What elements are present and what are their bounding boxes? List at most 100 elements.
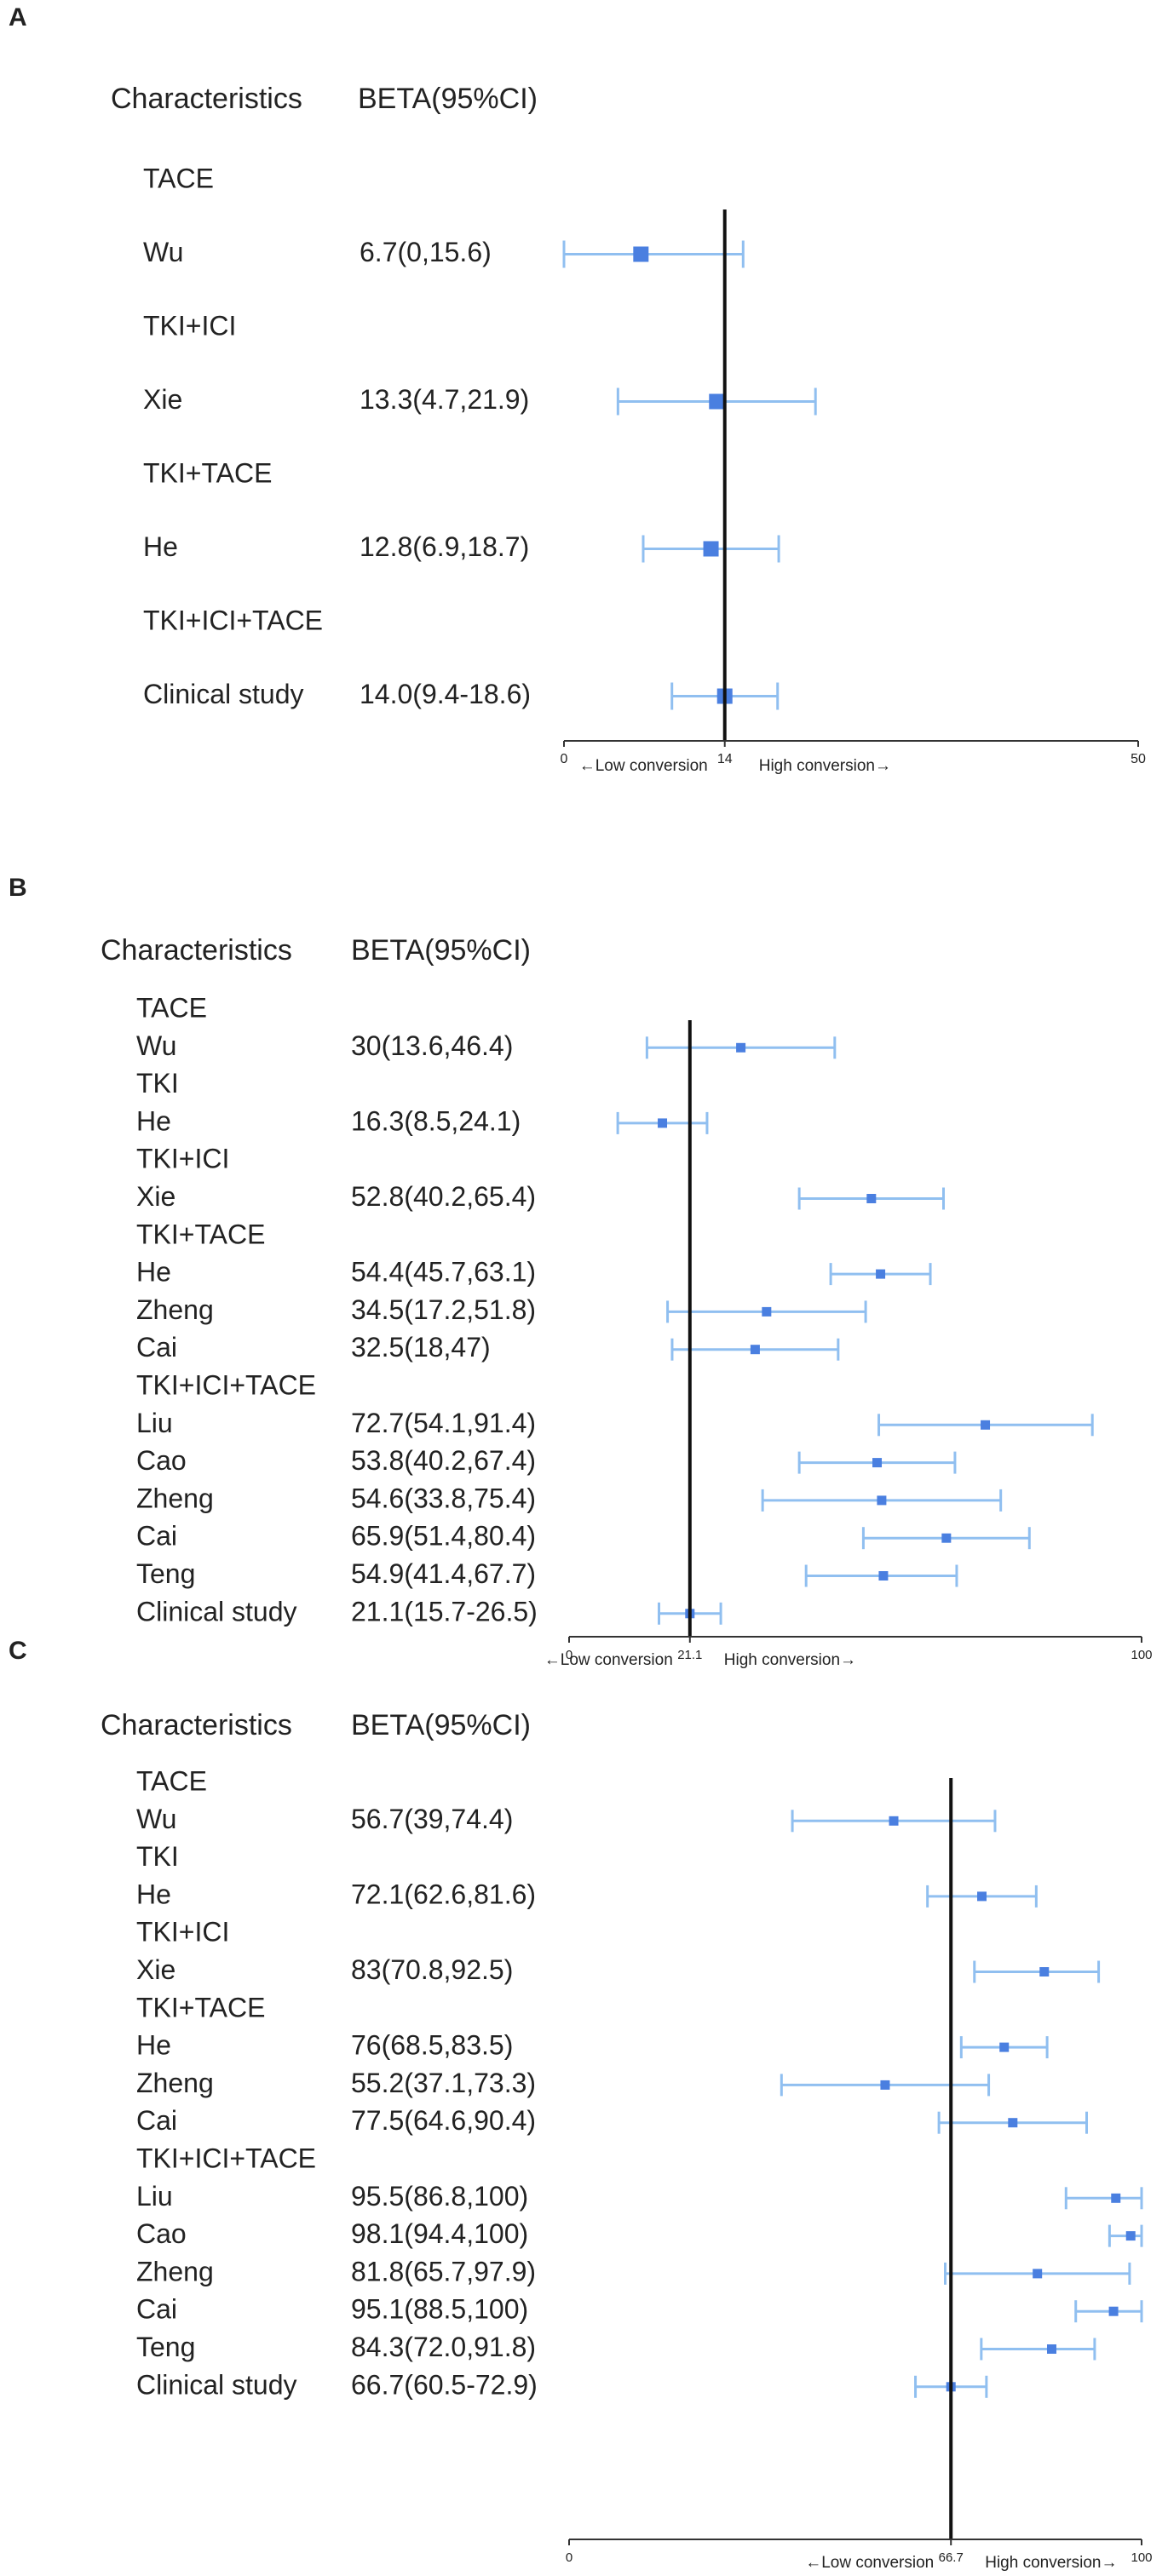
panel-c-xlabel-low: ←Low conversion: [805, 2554, 934, 2572]
panel-c-header-characteristics: Characteristics: [101, 1709, 292, 1741]
panel-c-study-label: Teng: [136, 2332, 195, 2362]
panel-c-point-marker: [1125, 2231, 1136, 2241]
panel-a-point-marker: [703, 541, 719, 557]
panel-b-point-marker: [736, 1042, 746, 1053]
panel-b-group-label: TKI+TACE: [136, 1219, 265, 1249]
panel-b-study-label: Cai: [136, 1521, 177, 1552]
panel-b-study-label: Clinical study: [136, 1596, 297, 1626]
panel-c-point-marker: [1033, 2269, 1043, 2279]
panel-c-estimate-text: 81.8(65.7,97.9): [351, 2256, 536, 2286]
panel-a-header-characteristics: Characteristics: [111, 83, 302, 115]
panel-c-point-marker: [1111, 2193, 1121, 2203]
panel-b-header-characteristics: Characteristics: [101, 934, 292, 967]
panel-b-study-label: Xie: [136, 1181, 175, 1212]
panel-c-estimate-text: 95.5(86.8,100): [351, 2181, 528, 2212]
panel-c-estimate-text: 77.5(64.6,90.4): [351, 2105, 536, 2136]
panel-b-group-label: TKI: [136, 1068, 179, 1099]
panel-c-tick-label: 66.7: [939, 2550, 964, 2565]
panel-b-estimate-text: 32.5(18,47): [351, 1332, 491, 1363]
panel-b-group-label: TKI+ICI+TACE: [136, 1369, 316, 1400]
panel-c-estimate-text: 84.3(72.0,91.8): [351, 2332, 536, 2362]
panel-c-estimate-text: 56.7(39,74.4): [351, 1804, 513, 1834]
panel-c-point-marker: [1008, 2118, 1018, 2128]
panel-b-study-label: Zheng: [136, 1483, 214, 1513]
panel-b-point-marker: [876, 1269, 886, 1279]
panel-b-estimate-text: 53.8(40.2,67.4): [351, 1445, 536, 1476]
panel-b-study-label: Wu: [136, 1030, 176, 1061]
panel-a-study-label: Clinical study: [143, 679, 304, 709]
panel-a-tick-label: 50: [1131, 752, 1146, 766]
panel-c-group-label: TKI+ICI: [136, 1917, 229, 1948]
panel-b-tick-label: 100: [1131, 1648, 1152, 1662]
panel-b-point-marker: [750, 1345, 760, 1355]
panel-c-letter: C: [9, 1637, 27, 1665]
panel-b-study-label: Zheng: [136, 1294, 214, 1325]
panel-a-letter: A: [9, 3, 27, 32]
panel-c-estimate-text: 66.7(60.5-72.9): [351, 2369, 538, 2400]
panel-c-estimate-text: 95.1(88.5,100): [351, 2294, 528, 2325]
panel-a-group-label: TKI+ICI+TACE: [143, 605, 323, 635]
panel-c-estimate-text: 72.1(62.6,81.6): [351, 1879, 536, 1909]
panel-a-point-marker: [633, 246, 649, 262]
panel-a-estimate-text: 14.0(9.4-18.6): [360, 679, 531, 709]
panel-b-estimate-text: 54.9(41.4,67.7): [351, 1558, 536, 1589]
panel-b-group-label: TKI+ICI: [136, 1144, 229, 1174]
panel-c-study-label: Liu: [136, 2181, 173, 2212]
panel-b-xlabel-low: ←Low conversion: [544, 1651, 673, 1669]
panel-c-study-label: Zheng: [136, 2256, 214, 2286]
panel-a-xlabel-low: ←Low conversion: [579, 757, 708, 775]
panel-b-tick-label: 21.1: [677, 1648, 702, 1662]
panel-a-group-label: TKI+TACE: [143, 457, 272, 488]
panel-c-study-label: Cai: [136, 2105, 177, 2136]
panel-c-study-label: Zheng: [136, 2068, 214, 2098]
panel-c-estimate-text: 55.2(37.1,73.3): [351, 2068, 536, 2098]
panel-b-study-label: Liu: [136, 1408, 173, 1438]
panel-b-estimate-text: 54.4(45.7,63.1): [351, 1257, 536, 1288]
panel-b-study-label: Teng: [136, 1558, 195, 1589]
panel-c-point-marker: [1108, 2306, 1119, 2316]
panel-b-estimate-text: 16.3(8.5,24.1): [351, 1105, 521, 1136]
panel-c-study-label: He: [136, 1879, 171, 1909]
panel-b-estimate-text: 72.7(54.1,91.4): [351, 1408, 536, 1438]
panel-b-point-marker: [878, 1571, 889, 1581]
panel-a-tick-label: 14: [717, 752, 733, 766]
panel-c-tick-label: 0: [566, 2550, 572, 2565]
panel-b-estimate-text: 65.9(51.4,80.4): [351, 1521, 536, 1552]
panel-a-estimate-text: 6.7(0,15.6): [360, 237, 492, 267]
panel-c-study-label: Cao: [136, 2218, 187, 2249]
panel-c-point-marker: [880, 2080, 890, 2090]
panel-c-study-label: Xie: [136, 1954, 175, 1985]
panel-b-study-label: Cai: [136, 1332, 177, 1363]
panel-b-header-beta: BETA(95%CI): [351, 934, 531, 967]
panel-c-point-marker: [889, 1816, 899, 1826]
panel-c-tick-label: 100: [1131, 2550, 1152, 2565]
panel-c-group-label: TKI+ICI+TACE: [136, 2143, 316, 2173]
panel-c-group-label: TKI+TACE: [136, 1992, 265, 2022]
panel-a-study-label: He: [143, 531, 178, 562]
panel-a-study-label: Xie: [143, 384, 182, 415]
panel-a-group-label: TKI+ICI: [143, 310, 236, 341]
panel-b-point-marker: [866, 1194, 877, 1203]
panel-c-group-label: TACE: [136, 1765, 207, 1796]
panel-b-point-marker: [762, 1306, 772, 1317]
panel-a-point-marker: [709, 393, 725, 410]
panel-c-xlabel-high: High conversion→: [985, 2554, 1117, 2572]
panel-c-header-beta: BETA(95%CI): [351, 1709, 531, 1741]
panel-b-study-label: He: [136, 1105, 171, 1136]
panel-b-group-label: TACE: [136, 992, 207, 1023]
panel-b-estimate-text: 30(13.6,46.4): [351, 1030, 513, 1061]
panel-c-estimate-text: 83(70.8,92.5): [351, 1954, 513, 1985]
panel-b-study-label: Cao: [136, 1445, 187, 1476]
panel-a-estimate-text: 13.3(4.7,21.9): [360, 384, 529, 415]
panel-a-group-label: TACE: [143, 163, 214, 193]
panel-c-point-marker: [1046, 2344, 1056, 2354]
panel-c-estimate-text: 76(68.5,83.5): [351, 2030, 513, 2061]
panel-c-study-label: Cai: [136, 2294, 177, 2325]
panel-b-estimate-text: 21.1(15.7-26.5): [351, 1596, 538, 1626]
panel-b-point-marker: [658, 1118, 668, 1128]
panel-b-study-label: He: [136, 1257, 171, 1288]
panel-b-estimate-text: 54.6(33.8,75.4): [351, 1483, 536, 1513]
panel-a-header-beta: BETA(95%CI): [358, 83, 538, 115]
panel-b-estimate-text: 34.5(17.2,51.8): [351, 1294, 536, 1325]
